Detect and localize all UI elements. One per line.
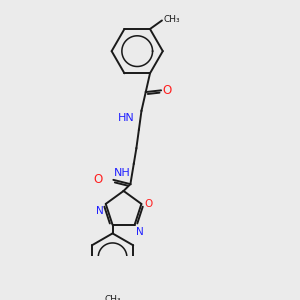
Text: CH₃: CH₃ xyxy=(164,15,180,24)
Text: CH₃: CH₃ xyxy=(104,295,121,300)
Text: N: N xyxy=(136,227,144,237)
Text: NH: NH xyxy=(114,168,130,178)
Text: HN: HN xyxy=(118,113,135,123)
Text: O: O xyxy=(145,199,153,209)
Text: N: N xyxy=(96,206,104,217)
Text: O: O xyxy=(163,84,172,97)
Text: O: O xyxy=(94,173,103,186)
